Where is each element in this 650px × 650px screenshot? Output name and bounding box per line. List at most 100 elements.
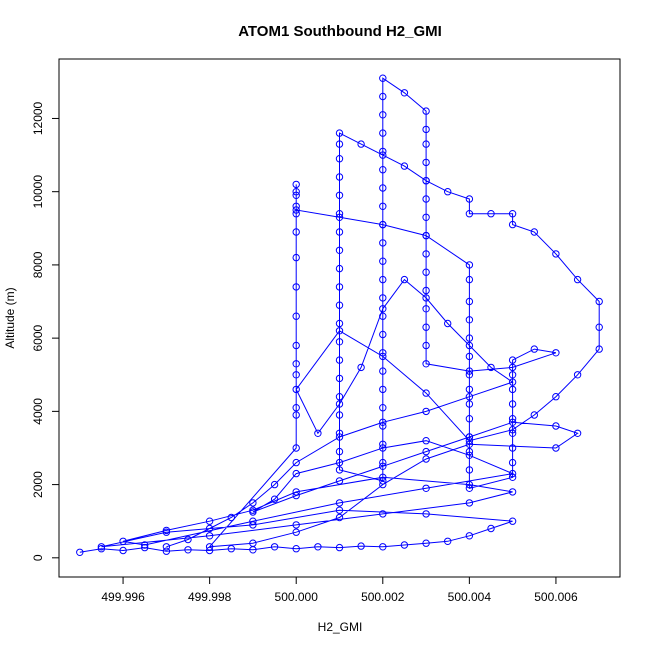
x-axis-label: H2_GMI [318, 620, 363, 634]
data-point [249, 521, 257, 529]
data-point [508, 429, 517, 437]
data-point [422, 510, 430, 518]
data-point [465, 341, 474, 350]
data-point [379, 480, 387, 489]
data-point [379, 305, 387, 313]
data-point [465, 437, 474, 445]
data-point [379, 202, 387, 211]
series-layer [76, 74, 603, 556]
data-point [422, 305, 430, 313]
data-point [335, 356, 344, 364]
data-point [465, 440, 474, 448]
data-point [379, 473, 387, 481]
y-tick-label: 12000 [31, 101, 45, 135]
data-point [379, 385, 387, 394]
data-point [314, 429, 322, 437]
data-point [422, 250, 430, 258]
data-point [508, 415, 517, 423]
data-point [422, 195, 430, 203]
data-point [422, 484, 430, 492]
data-point [292, 521, 300, 529]
data-point [292, 228, 300, 236]
data-point [335, 129, 344, 137]
data-point [573, 429, 582, 437]
data-point [422, 177, 430, 185]
data-point [205, 546, 214, 555]
data-point [335, 506, 344, 514]
data-point [422, 231, 430, 240]
data-point [335, 319, 344, 328]
x-tick-label: 499.996 [101, 590, 145, 604]
data-point [422, 158, 430, 167]
data-point [270, 543, 279, 551]
data-point [422, 539, 430, 547]
data-point [379, 510, 387, 518]
data-point [314, 543, 322, 551]
data-point [292, 488, 300, 496]
data-point [335, 458, 344, 467]
data-point [422, 268, 430, 276]
data-point [97, 543, 106, 551]
data-point [335, 499, 344, 507]
data-point [508, 210, 517, 218]
data-point [379, 458, 387, 467]
data-point [335, 283, 344, 291]
data-point [184, 535, 192, 544]
data-point [357, 140, 365, 148]
data-point [465, 532, 474, 540]
data-point [444, 319, 452, 328]
data-point [508, 385, 517, 394]
data-point [422, 447, 430, 456]
data-point [141, 541, 149, 549]
data-point [141, 543, 149, 552]
data-point [335, 338, 344, 346]
data-point [292, 341, 300, 350]
data-point [465, 466, 474, 474]
data-point [357, 542, 365, 550]
data-point [335, 429, 344, 437]
data-point [552, 250, 560, 258]
data-point [335, 155, 344, 163]
data-point [270, 495, 279, 503]
data-point [379, 444, 387, 452]
data-point [508, 400, 517, 408]
data-point [162, 526, 171, 535]
data-point [249, 517, 257, 525]
data-point [465, 371, 474, 379]
data-point [335, 264, 344, 273]
data-point [379, 239, 387, 247]
data-point [508, 371, 517, 379]
data-point [335, 191, 344, 200]
data-point [465, 195, 474, 203]
data-point [292, 469, 300, 478]
y-tick-label: 10000 [31, 175, 45, 209]
data-point [465, 334, 474, 342]
data-point [205, 532, 214, 540]
data-point [465, 484, 474, 492]
data-point [379, 92, 387, 101]
data-point [335, 447, 344, 456]
data-point [573, 275, 582, 284]
data-point [292, 545, 300, 553]
data-point [422, 125, 430, 134]
data-point [422, 437, 430, 445]
x-tick-label: 500.004 [448, 590, 492, 604]
data-point [335, 173, 344, 181]
data-point [465, 415, 474, 423]
data-point [508, 418, 517, 426]
x-tick-label: 500.000 [275, 590, 319, 604]
data-point [530, 345, 538, 353]
data-point [335, 433, 344, 441]
data-point [292, 458, 300, 467]
data-point [292, 202, 300, 211]
data-point [552, 349, 560, 357]
data-point [270, 480, 279, 489]
x-tick-label: 500.002 [361, 590, 405, 604]
data-point [292, 253, 300, 262]
data-point [335, 213, 344, 222]
data-point [465, 367, 474, 375]
data-point [508, 426, 517, 434]
data-point [205, 543, 214, 551]
data-point [119, 537, 127, 545]
